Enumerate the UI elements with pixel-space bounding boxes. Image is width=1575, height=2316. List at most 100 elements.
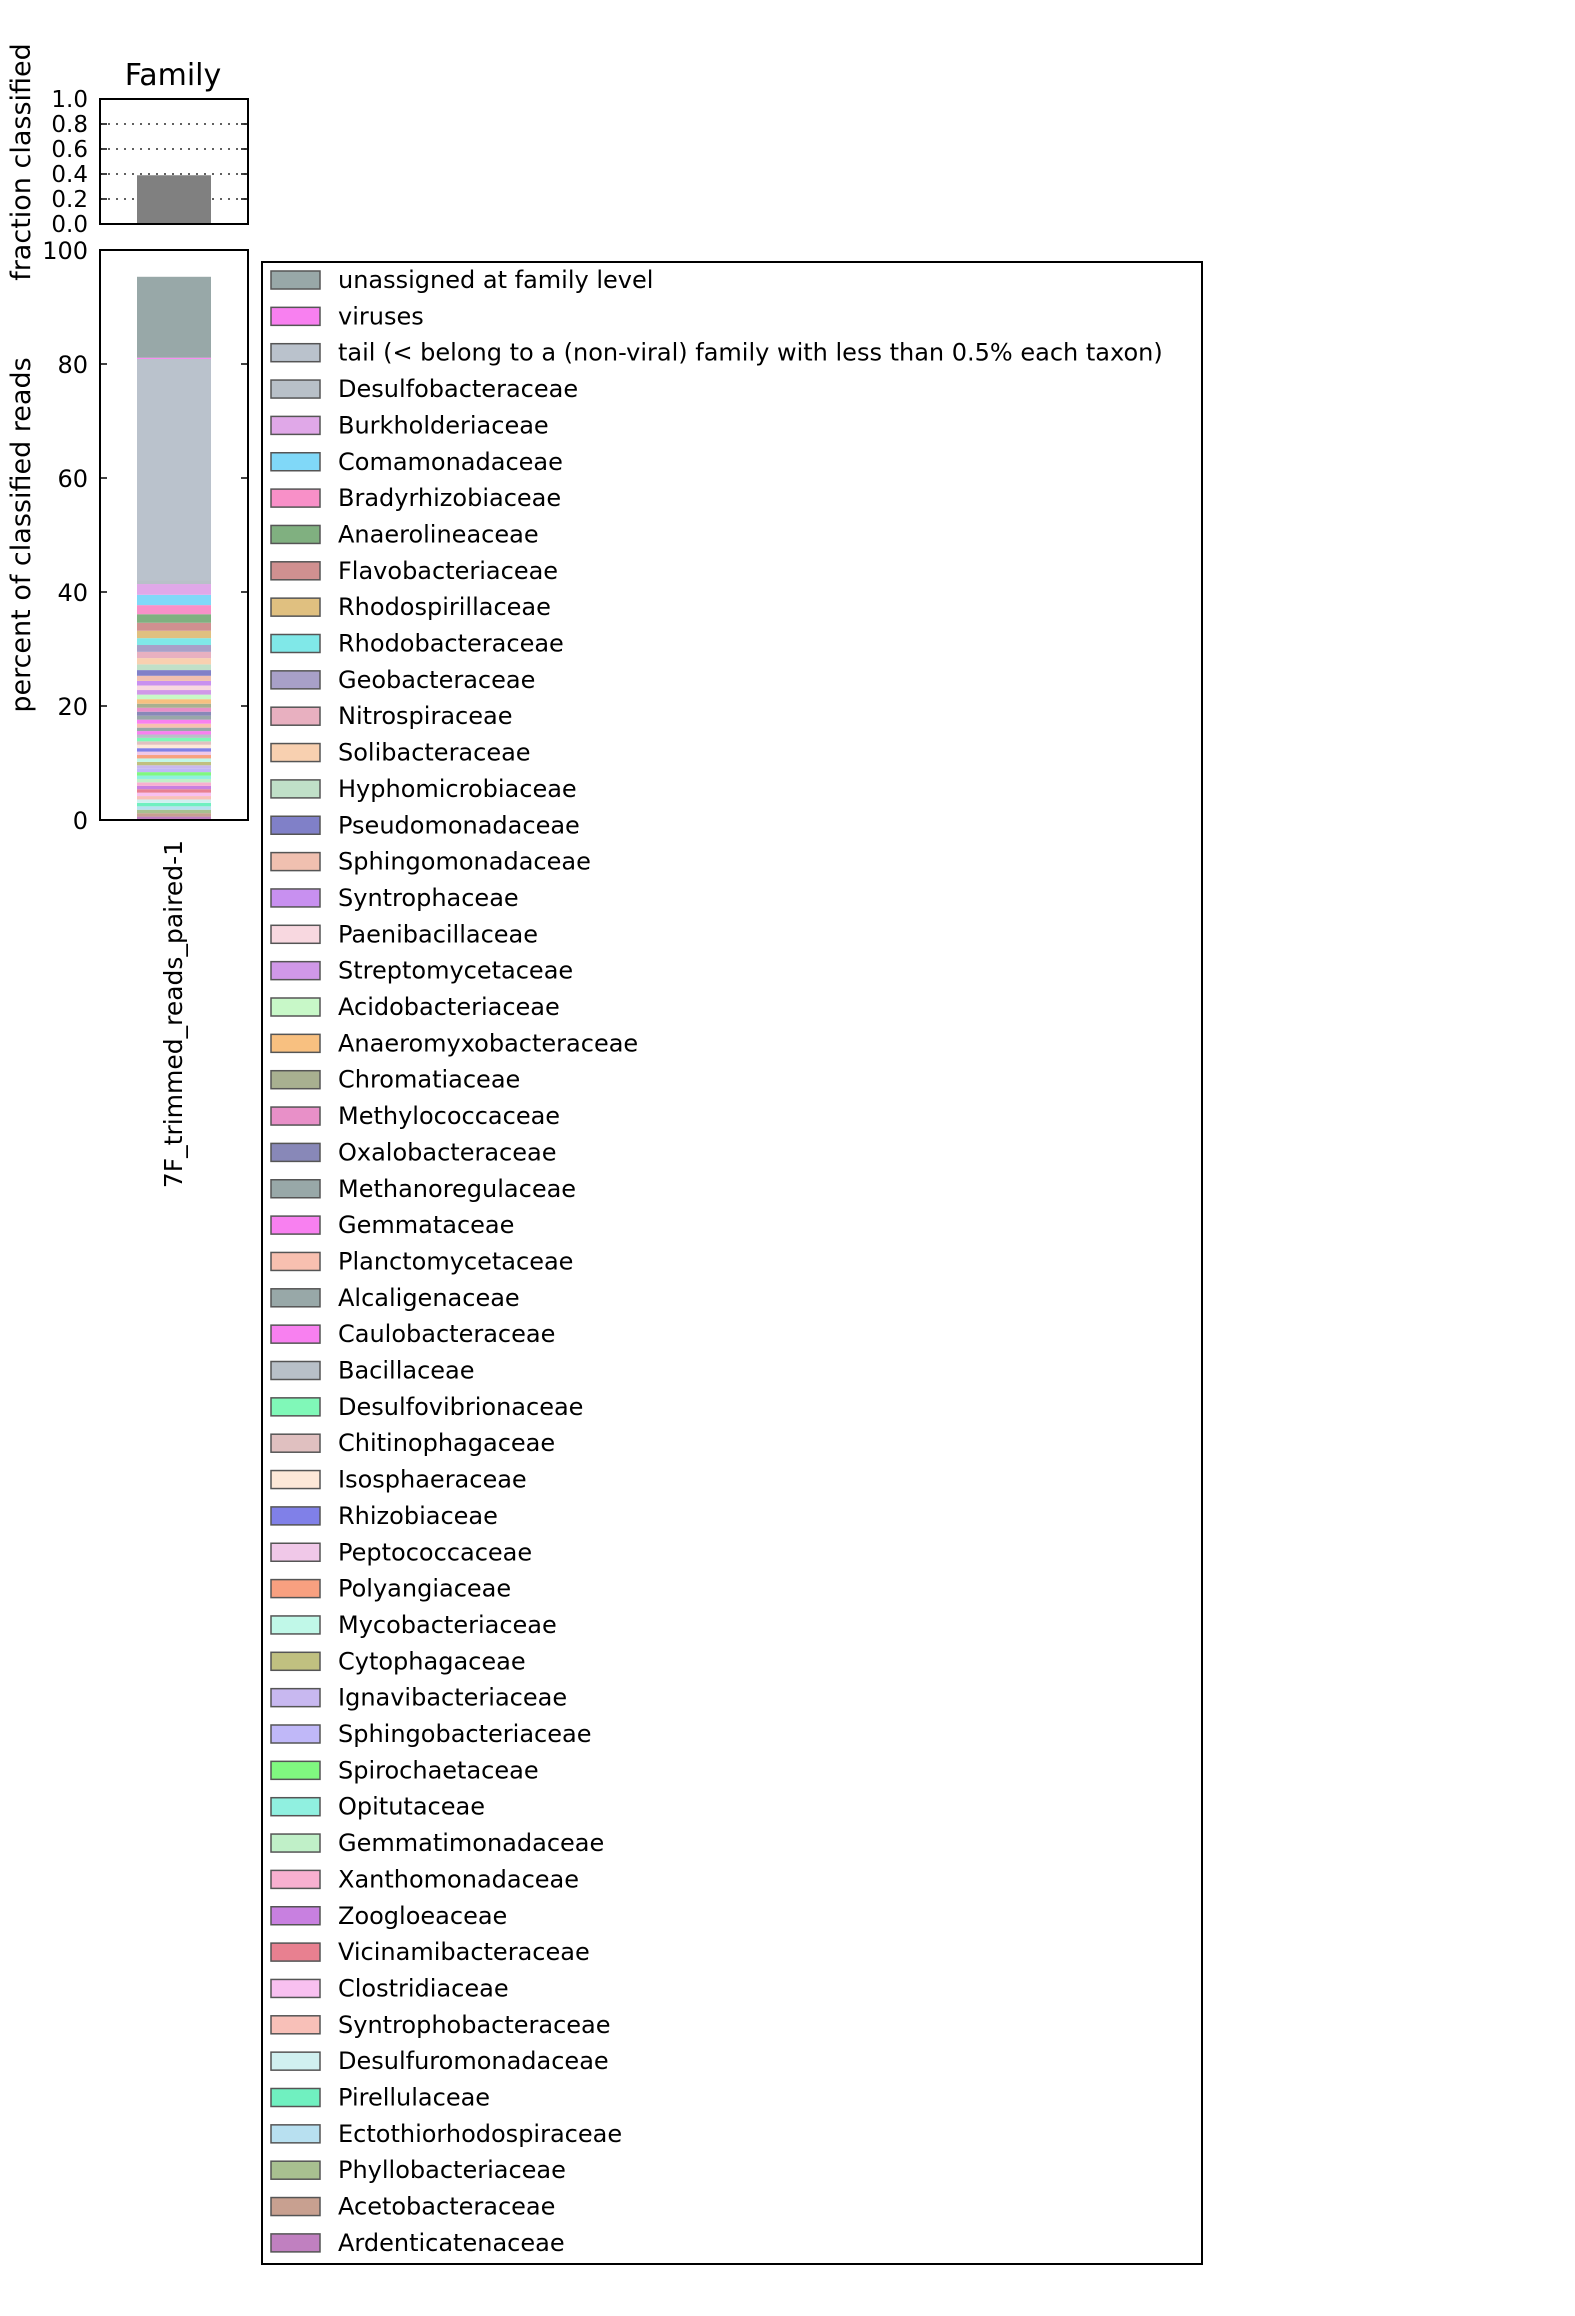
bar-segment-ardenticatenaceae: [137, 816, 211, 820]
legend-frame: [261, 261, 1203, 2265]
legend-label: Streptomycetaceae: [338, 957, 573, 985]
bar-segment-rhodospirillaceae: [137, 630, 211, 639]
legend-swatch: [270, 342, 321, 363]
y-tick-label: 0.8: [51, 112, 88, 138]
bar-segment-gemmataceae: [137, 719, 211, 724]
bar-segment-syntrophaceae: [137, 680, 211, 686]
legend-swatch: [270, 1724, 321, 1744]
y-tick-label: 0.0: [51, 212, 88, 238]
legend: unassigned at family level viruses tail (<…: [261, 261, 1203, 2265]
bar-segment-burkholderiaceae: [137, 584, 211, 595]
legend-label: Clostridiaceae: [338, 1974, 509, 2002]
legend-label: Chitinophagaceae: [338, 1429, 555, 1457]
bar-segment-sphingobacteriaceae: [137, 768, 211, 773]
legend-swatch: [270, 1869, 321, 1890]
legend-label: Opitutaceae: [338, 1793, 485, 1821]
bar-segment-methylococcaceae: [137, 707, 211, 712]
legend-label: Rhizobiaceae: [338, 1502, 498, 1530]
bar-segment-alcaligenaceae: [137, 727, 211, 732]
y-tick-label: 0.4: [51, 162, 88, 188]
legend-swatch: [270, 1796, 321, 1817]
legend-swatch: [270, 1360, 321, 1381]
y-tick-label: 20: [57, 693, 88, 721]
legend-label: Caulobacteraceae: [338, 1320, 555, 1348]
legend-swatch: [270, 706, 321, 726]
legend-label: Xanthomonadaceae: [338, 1865, 579, 1893]
legend-swatch: [270, 561, 321, 581]
legend-label: unassigned at family level: [338, 266, 653, 294]
bar-segment-unassigned-at-family-level: [137, 276, 211, 358]
legend-swatch: [270, 1106, 321, 1126]
legend-label: Polyangiaceae: [338, 1575, 511, 1603]
bar-segment-tail-belong-to-a-non-viral-family-with-l: [137, 358, 211, 581]
bar-segment-clostridiaceae: [137, 792, 211, 797]
legend-swatch: [270, 742, 321, 763]
percent-classified-panel: percent of classified reads 0 20 40 60 80 100…: [6, 237, 249, 1188]
bar-segment-oxalobacteraceae: [137, 711, 211, 716]
bar-segment-chitinophagaceae: [137, 741, 211, 745]
bar-segment-sphingomonadaceae: [137, 675, 211, 681]
legend-label: Ignavibacteriaceae: [338, 1684, 567, 1712]
legend-swatch: [270, 851, 321, 872]
bar-segment-rhizobiaceae: [137, 748, 211, 752]
y-tick-label: 100: [42, 237, 88, 265]
bar-segment-comamonadaceae: [137, 594, 211, 606]
legend-swatch: [270, 997, 321, 1017]
legend-swatch: [270, 924, 321, 945]
legend-swatch: [270, 1433, 321, 1453]
legend-swatch: [270, 1760, 321, 1781]
y-tick-label: 80: [57, 351, 88, 379]
legend-label: Pirellulaceae: [338, 2084, 490, 2112]
legend-label: Ectothiorhodospiraceae: [338, 2120, 622, 2148]
legend-label: Nitrospiraceae: [338, 702, 512, 730]
legend-swatch: [270, 1833, 321, 1853]
legend-label: Oxalobacteraceae: [338, 1138, 556, 1166]
y-axis-label-fraction: fraction classified: [6, 43, 37, 281]
bar-segment-paenibacillaceae: [137, 685, 211, 691]
fraction-bar: [137, 175, 211, 224]
percent-axes-frame: [99, 249, 249, 821]
legend-label: Syntrophobacteraceae: [338, 2011, 611, 2039]
bar-segment-peptococcaceae: [137, 751, 211, 756]
bar-segment-rhodobacteraceae: [137, 638, 211, 646]
legend-swatch: [270, 633, 321, 654]
legend-label: viruses: [338, 302, 424, 330]
legend-swatch: [270, 452, 321, 472]
bar-segment-pirellulaceae: [137, 802, 211, 807]
legend-items: unassigned at family level viruses tail (<…: [270, 266, 1163, 2257]
stacked-bar: [137, 276, 211, 820]
legend-swatch: [270, 1978, 321, 1999]
legend-label: Mycobacteriaceae: [338, 1611, 557, 1639]
legend-swatch: [270, 1288, 321, 1308]
bar-segment-mycobacteriaceae: [137, 758, 211, 762]
legend-swatch: [270, 1542, 321, 1562]
bar-segment-chromatiaceae: [137, 703, 211, 708]
legend-label: Solibacteraceae: [338, 739, 531, 767]
bar-segment-acidobacteriaceae: [137, 694, 211, 700]
legend-label: Chromatiaceae: [338, 1066, 520, 1094]
legend-label: Flavobacteriaceae: [338, 557, 558, 585]
legend-label: tail (< belong to a (non-viral) family w…: [338, 339, 1163, 367]
bar-segment-flavobacteriaceae: [137, 622, 211, 631]
legend-swatch: [270, 1251, 321, 1272]
bar-segment-pseudomonadaceae: [137, 670, 211, 676]
bar-segment-desulfobacteraceae: [137, 580, 211, 585]
legend-label: Rhodospirillaceae: [338, 593, 551, 621]
legend-label: Rhodobacteraceae: [338, 630, 564, 658]
legend-swatch: [270, 960, 321, 981]
bar-segment-syntrophobacteraceae: [137, 796, 211, 800]
legend-label: Paenibacillaceae: [338, 920, 538, 948]
legend-swatch: [270, 2051, 321, 2071]
legend-swatch: [270, 1506, 321, 1526]
bar-segment-caulobacteraceae: [137, 731, 211, 735]
legend-label: Anaerolineaceae: [338, 520, 539, 548]
legend-label: Methanoregulaceae: [338, 1175, 576, 1203]
legend-label: Planctomycetaceae: [338, 1247, 573, 1275]
legend-swatch: [270, 1069, 321, 1090]
bar-segment-methanoregulaceae: [137, 715, 211, 720]
legend-swatch: [270, 415, 321, 436]
legend-label: Sphingobacteriaceae: [338, 1720, 591, 1748]
legend-label: Peptococcaceae: [338, 1538, 532, 1566]
legend-swatch: [270, 1215, 321, 1235]
bar-segment-vicinamibacteraceae: [137, 789, 211, 793]
